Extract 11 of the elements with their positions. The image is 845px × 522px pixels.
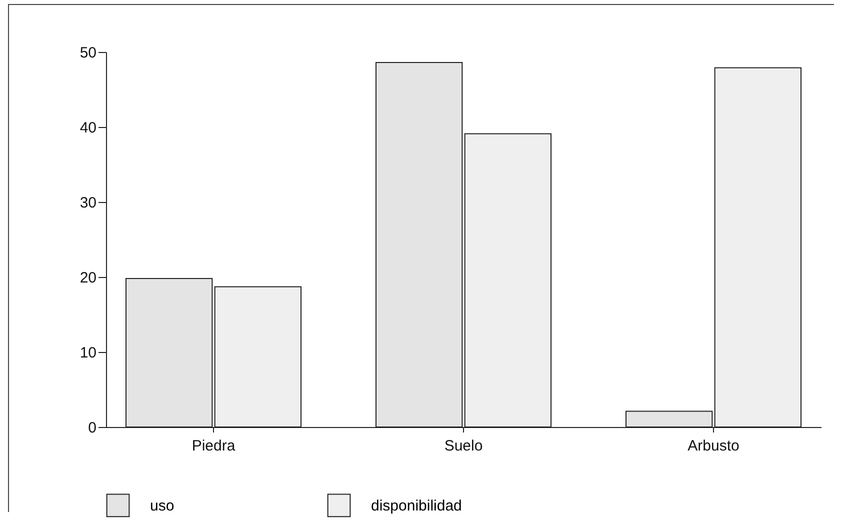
legend-label: uso <box>150 497 174 514</box>
x-tick-label: Arbusto <box>688 438 740 454</box>
y-tick-label: 0 <box>88 420 96 436</box>
y-tick-label: 20 <box>80 270 96 286</box>
y-tick-label: 30 <box>80 194 96 212</box>
x-tick-label: Piedra <box>192 438 236 454</box>
y-tick-label: 40 <box>80 120 96 136</box>
legend-label: disponibilidad <box>371 497 462 514</box>
x-tick-label: Suelo <box>444 438 483 454</box>
y-tick-label: 10 <box>80 344 96 362</box>
y-tick-label: 50 <box>80 44 96 62</box>
